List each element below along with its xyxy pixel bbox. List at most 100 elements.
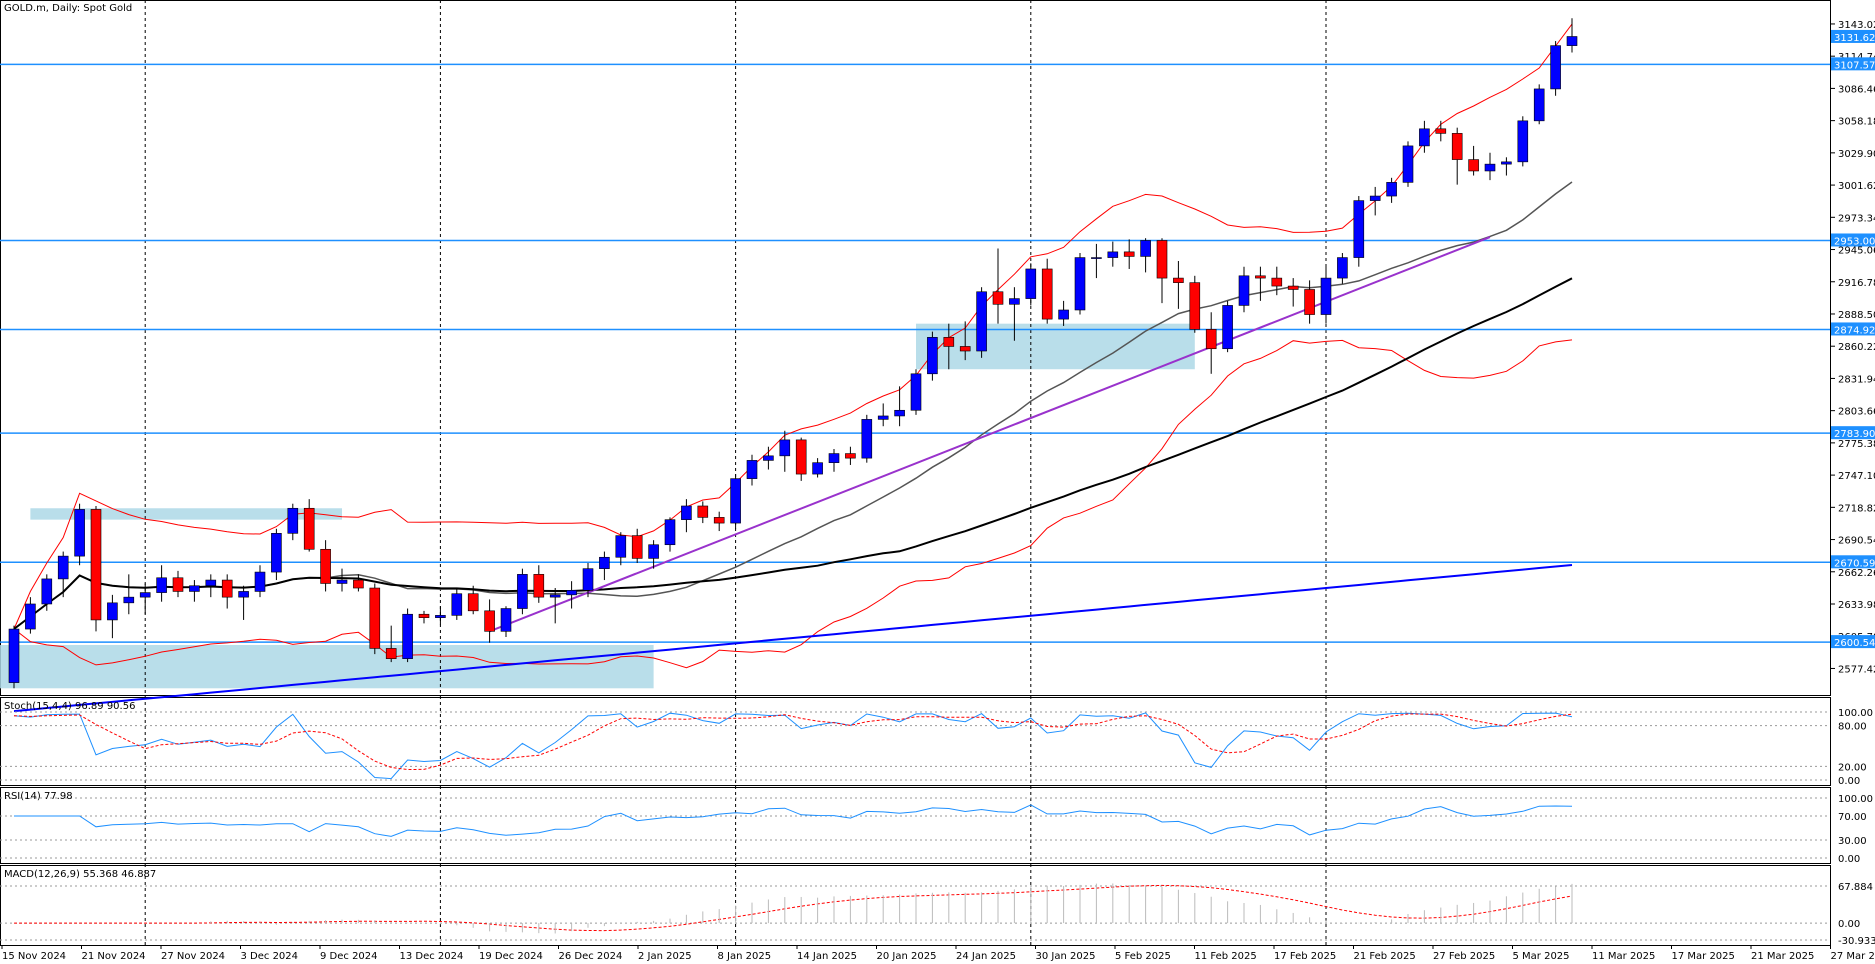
date-label: 15 Nov 2024 <box>2 951 66 962</box>
candle-body <box>156 577 167 593</box>
candle-body <box>795 439 807 475</box>
date-label: 21 Mar 2025 <box>1751 951 1814 962</box>
candle-body <box>500 608 512 632</box>
candle-body <box>1255 275 1266 279</box>
price-tick-label: 2775.38 <box>1838 439 1875 450</box>
level-tag-label: 2600.54 <box>1834 638 1875 649</box>
candle-body <box>566 590 577 596</box>
date-label: 21 Feb 2025 <box>1354 951 1416 962</box>
candle-body <box>517 574 528 609</box>
candle-body <box>369 587 381 649</box>
candle-body <box>943 337 955 347</box>
candle-body <box>57 555 69 580</box>
candle-body <box>25 603 36 630</box>
candle-body <box>1123 251 1135 257</box>
level-tag-label: 2953.00 <box>1834 236 1875 247</box>
candle-body <box>1222 305 1233 350</box>
candle-body <box>1353 200 1365 258</box>
level-tag-box <box>1831 635 1875 649</box>
level-tag-box <box>1831 322 1875 336</box>
price-tick-label: 2577.42 <box>1838 664 1875 675</box>
horizontal-levels <box>0 63 1830 643</box>
candle-body <box>1025 268 1037 299</box>
candlesticks <box>8 18 1578 689</box>
level-tag-box <box>1831 233 1875 247</box>
candle-body <box>1419 128 1430 147</box>
date-label: 19 Dec 2024 <box>479 951 543 962</box>
candle-body <box>877 415 889 420</box>
candle-body <box>451 593 463 616</box>
oscillator-panels: 100.00 80.00 20.00 0.00 100.00 70.00 30.00 0.00… <box>0 708 1875 947</box>
candle-body <box>615 535 627 558</box>
candle-body <box>1484 163 1496 172</box>
panel-tick-label: 100.00 <box>1838 708 1873 719</box>
ma200-line <box>13 564 1573 713</box>
panel-frames <box>0 0 1831 946</box>
candle-body <box>90 509 102 621</box>
level-tag-label: 3131.62 <box>1834 33 1875 44</box>
candle-body <box>271 533 282 573</box>
level-tag-label: 2783.90 <box>1834 429 1875 440</box>
date-label: 24 Jan 2025 <box>956 951 1016 962</box>
price-tick-label: 2860.22 <box>1838 342 1875 353</box>
ma50-line <box>13 277 1573 630</box>
level-tag-box <box>1831 29 1875 43</box>
candle-body <box>385 648 397 659</box>
candle-body <box>1091 257 1102 259</box>
candle-body <box>648 544 659 559</box>
rsi-panel-frame <box>0 787 1831 864</box>
price-tick-label: 2662.26 <box>1838 568 1875 579</box>
candle-body <box>1550 45 1561 90</box>
candle-body <box>107 602 118 621</box>
candle-body <box>287 507 299 534</box>
date-label: 27 Mar 2025 <box>1831 951 1875 962</box>
price-tick-label: 2973.34 <box>1838 213 1875 224</box>
candle-body <box>484 610 495 632</box>
candle-body <box>1156 240 1168 279</box>
panel-tick-label: 100.00 <box>1838 794 1873 805</box>
price-tick-label: 2888.50 <box>1838 310 1875 321</box>
date-label: 3 Dec 2024 <box>241 951 299 962</box>
date-label: 20 Jan 2025 <box>877 951 937 962</box>
zone-0 <box>30 508 343 520</box>
candle-body <box>41 578 53 605</box>
price-indicators <box>13 23 1573 713</box>
candle-body <box>1337 257 1348 279</box>
level-tag-box <box>1831 426 1875 440</box>
candle-body <box>1435 128 1447 134</box>
candle-body <box>1517 120 1529 163</box>
candle-body <box>976 291 987 352</box>
candle-body <box>845 453 856 459</box>
candle-body <box>730 478 741 524</box>
bollinger-upper <box>13 23 1573 630</box>
level-tag-box <box>1831 555 1875 569</box>
candle-body <box>1058 309 1069 320</box>
date-label: 14 Jan 2025 <box>797 951 857 962</box>
candle-body <box>959 346 971 352</box>
rsi-label: RSI(14) 77.98 <box>4 791 73 802</box>
panel-tick-label: -30.933 <box>1838 936 1875 947</box>
trend-line <box>489 236 1491 633</box>
candle-body <box>549 594 561 598</box>
candle-body <box>1468 159 1479 172</box>
price-tick-label: 2633.98 <box>1838 600 1875 611</box>
panel-tick-label: 70.00 <box>1838 812 1867 823</box>
candle-body <box>435 615 446 618</box>
candle-body <box>254 571 266 592</box>
candle-body <box>418 613 430 618</box>
date-label: 27 Feb 2025 <box>1433 951 1495 962</box>
candle-body <box>139 592 151 598</box>
candle-body <box>1533 88 1545 122</box>
price-tick-label: 2831.94 <box>1838 374 1875 385</box>
panel-tick-label: 67.884 <box>1838 882 1873 893</box>
candle-body <box>1173 277 1184 283</box>
price-tick-label: 2718.82 <box>1838 503 1875 514</box>
chart-title: GOLD.m, Daily: Spot Gold <box>4 3 132 14</box>
stoch-panel-frame <box>0 697 1831 786</box>
stoch-main-line <box>13 712 1573 780</box>
candle-body <box>746 460 758 479</box>
stoch-signal-line <box>13 713 1573 771</box>
date-label: 11 Mar 2025 <box>1592 951 1655 962</box>
candle-body <box>828 453 840 463</box>
panel-tick-label: 30.00 <box>1838 836 1867 847</box>
